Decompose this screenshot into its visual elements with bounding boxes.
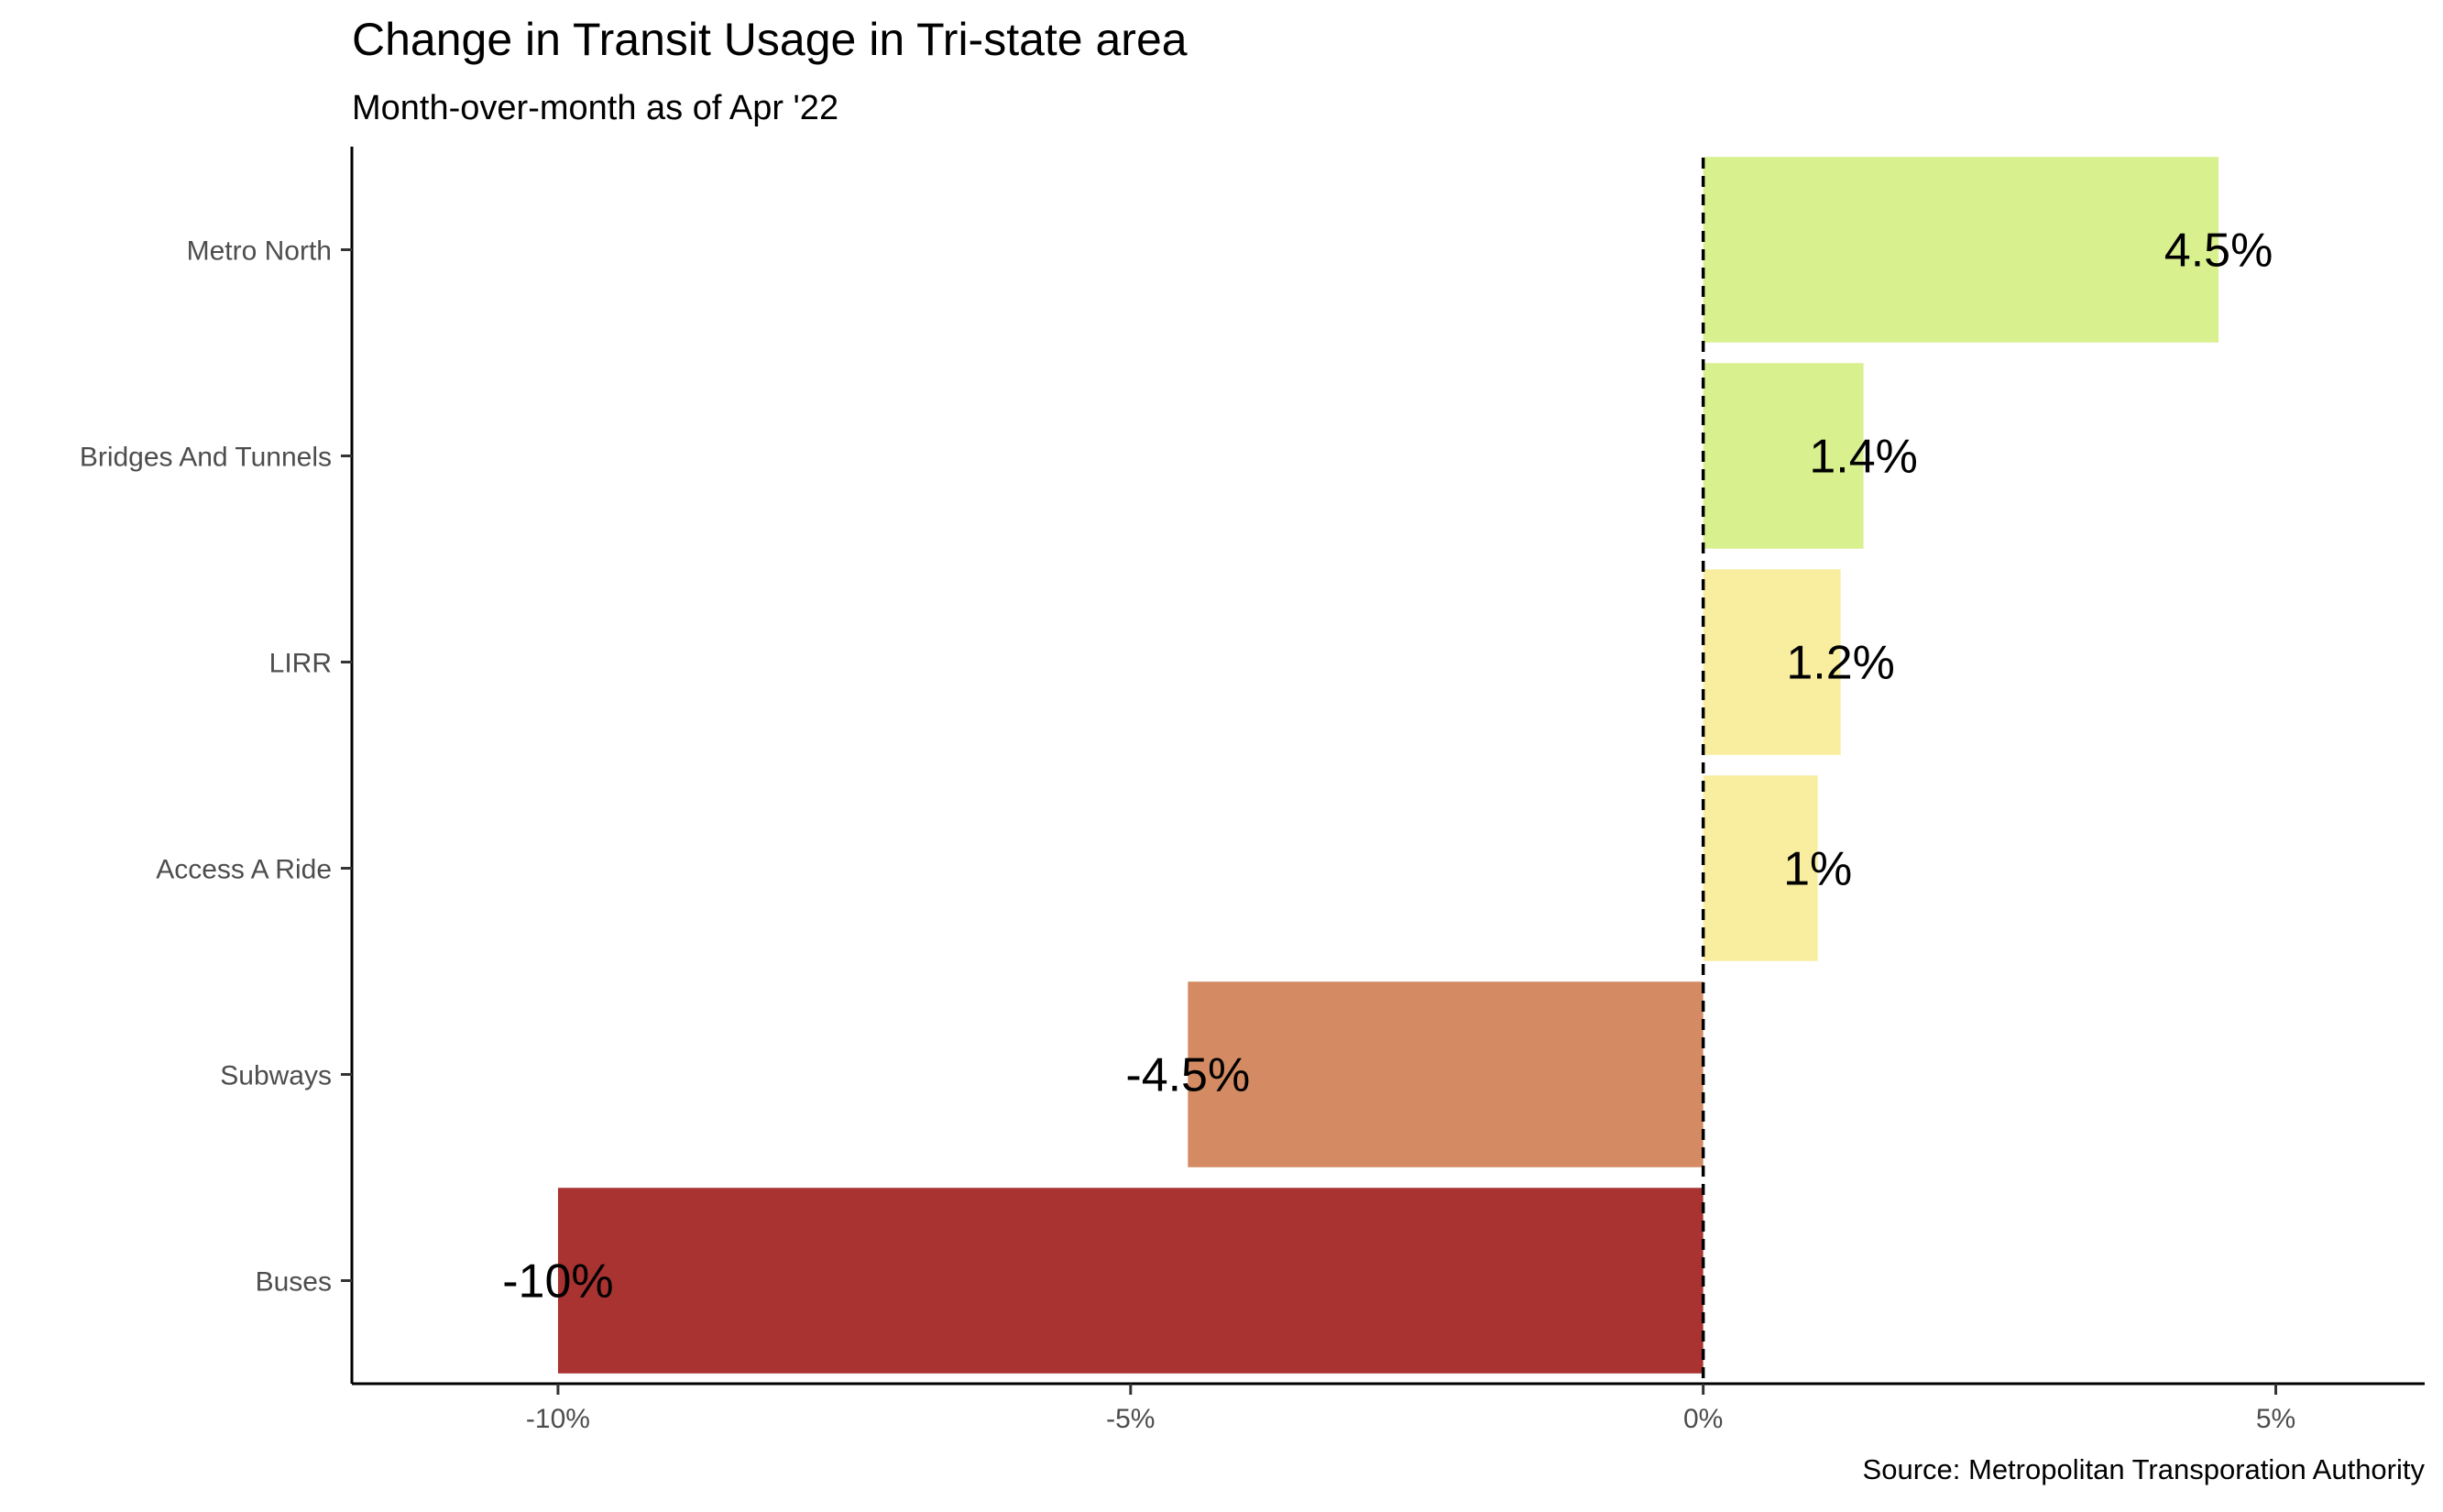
bar-metro-north [1703, 157, 2219, 343]
data-label: 1% [1783, 843, 1852, 896]
data-label: 1.2% [1786, 637, 1895, 690]
x-tick-label: -10% [526, 1404, 590, 1434]
bar-buses [557, 1188, 1704, 1374]
chart-caption: Source: Metropolitan Transporation Autho… [1863, 1453, 2426, 1485]
data-label: -4.5% [1125, 1049, 1250, 1102]
data-label: -10% [502, 1255, 613, 1309]
bar-subways [1188, 981, 1704, 1167]
x-tick-label: 0% [1683, 1404, 1723, 1434]
data-label: 1.4% [1809, 431, 1918, 484]
y-tick-label: Metro North [187, 236, 332, 267]
axes-group: Metro North Bridges And Tunnels LIRR Access… [80, 147, 2425, 1434]
y-tick-label: Access A Ride [156, 855, 332, 885]
y-tick-label: Buses [256, 1267, 332, 1298]
chart-subtitle: Month-over-month as of Apr '22 [352, 89, 838, 127]
x-tick-label: -5% [1106, 1404, 1155, 1434]
y-tick-label: LIRR [269, 649, 332, 679]
bar-access-a-ride [1703, 775, 1818, 961]
bar-bridges-and-tunnels [1703, 363, 1864, 549]
y-tick-label: Bridges And Tunnels [80, 443, 332, 473]
bars-group [557, 157, 2219, 1374]
bar-lirr [1703, 569, 1841, 755]
x-tick-label: 5% [2256, 1404, 2295, 1434]
data-label: 4.5% [2164, 225, 2273, 278]
y-tick-label: Subways [220, 1061, 332, 1091]
chart-title: Change in Transit Usage in Tri-state are… [352, 14, 1188, 65]
data-labels-group: 4.5% 1.4% 1.2% 1% -4.5% -10% [502, 225, 2273, 1309]
